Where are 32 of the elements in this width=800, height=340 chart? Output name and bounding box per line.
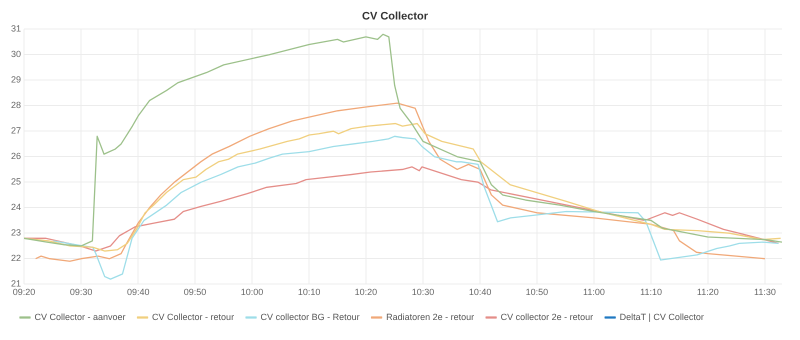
x-tick-label: 10:20 [354,287,378,298]
y-tick-label: 29 [10,74,22,85]
y-tick-label: 21 [10,278,22,289]
legend-label: DeltaT | CV Collector [620,312,704,322]
x-tick-label: 11:10 [640,287,662,298]
x-tick-label: 10:50 [526,287,548,298]
x-tick-label: 10:40 [468,287,492,298]
legend-label: CV Collector - aanvoer [34,312,126,322]
x-tick-label: 10:10 [298,287,320,298]
legend-label: CV collector 2e - retour [500,312,594,322]
legend-label: CV Collector - retour [152,312,234,322]
x-tick-label: 09:20 [12,287,36,298]
x-tick-label: 11:20 [696,287,719,298]
x-tick-label: 09:40 [126,287,150,298]
y-tick-label: 31 [10,24,22,34]
legend-label: CV collector BG - Retour [260,312,360,322]
y-tick-label: 30 [10,49,22,60]
x-tick-label: 09:50 [184,287,206,298]
x-tick-label: 10:30 [412,287,434,298]
y-tick-label: 26 [10,151,22,162]
y-tick-label: 28 [10,100,22,110]
y-tick-label: 22 [10,253,22,264]
y-tick-label: 25 [10,176,22,187]
x-tick-label: 11:00 [583,287,605,298]
x-tick-label: 11:30 [754,287,776,298]
chart-title: CV Collector [362,10,429,23]
x-tick-label: 10:00 [240,287,264,298]
y-tick-label: 24 [10,202,22,212]
y-tick-label: 23 [10,228,22,238]
legend-label: Radiatoren 2e - retour [386,312,474,322]
y-tick-label: 27 [10,126,22,136]
x-tick-label: 09:30 [70,287,92,298]
